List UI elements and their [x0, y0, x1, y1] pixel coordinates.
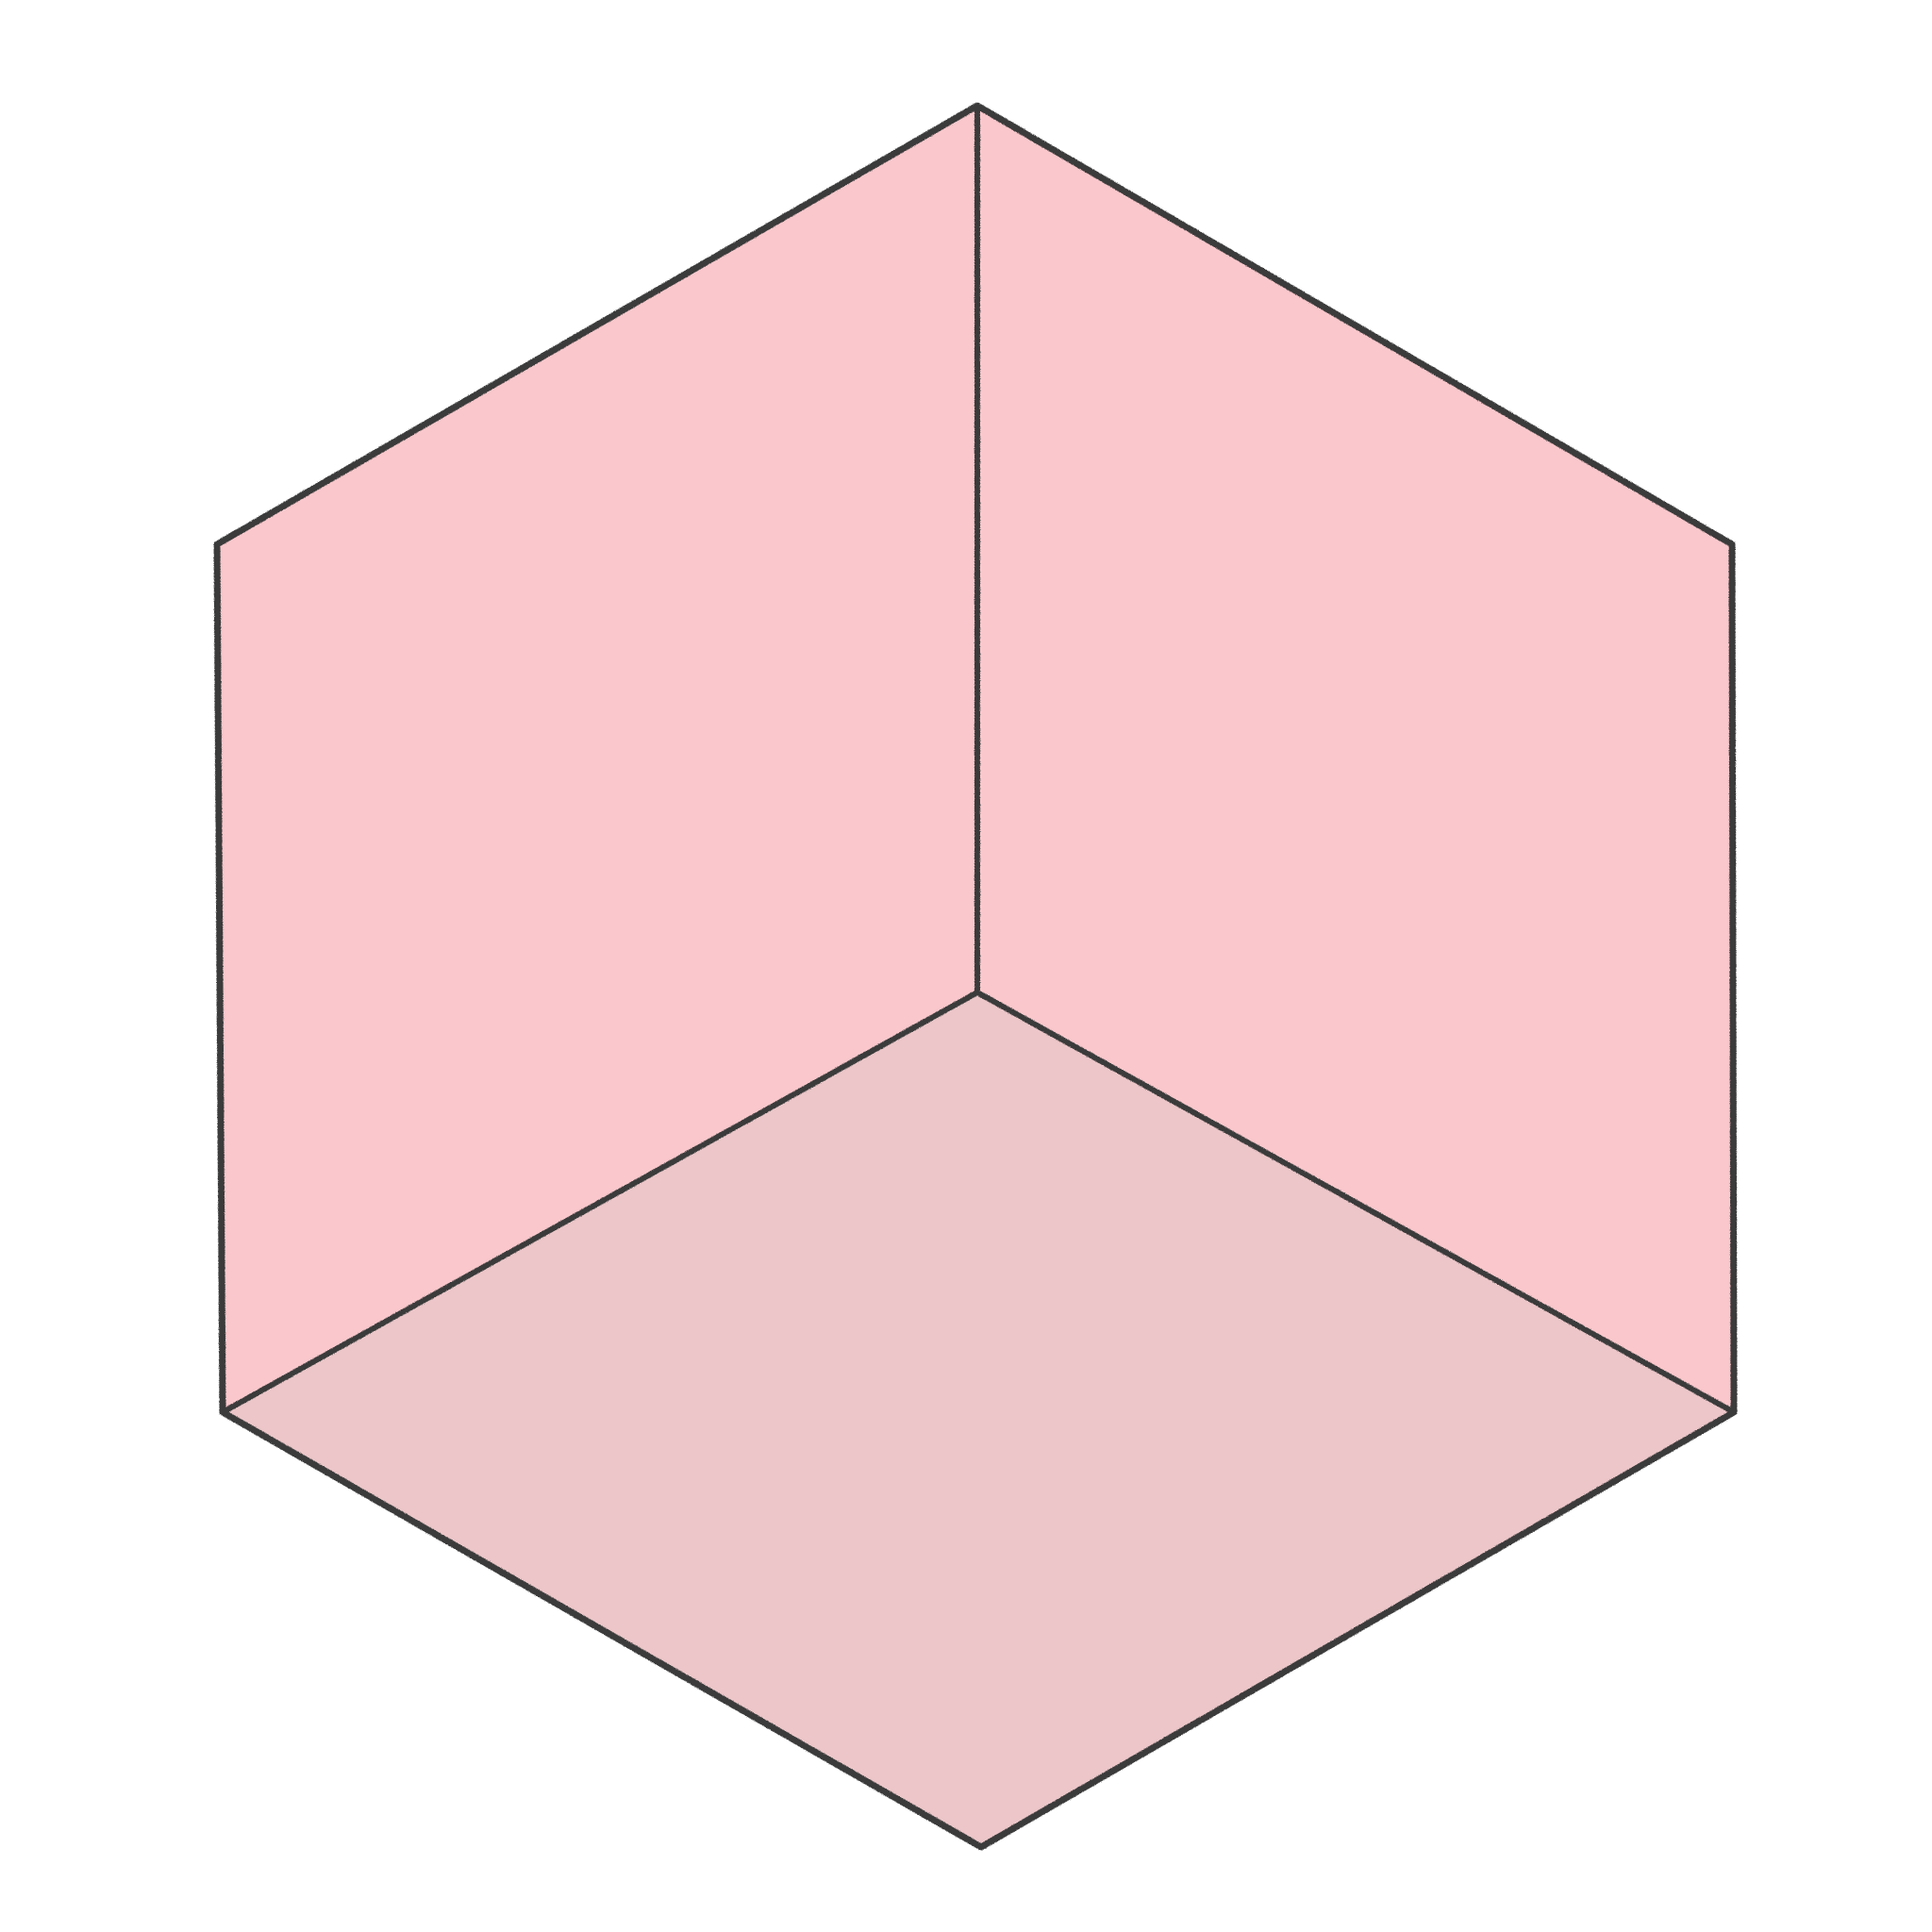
- right-wall-face: [977, 106, 1734, 1412]
- outline-hexagon-edge: [213, 102, 1738, 1851]
- faces-group: [217, 106, 1734, 1847]
- left-wall-face: [217, 106, 977, 1412]
- floor-right-edge: [974, 990, 1737, 1415]
- floor-face: [223, 992, 1734, 1847]
- edges-group: [213, 102, 1738, 1851]
- floor-left-edge: [220, 990, 980, 1415]
